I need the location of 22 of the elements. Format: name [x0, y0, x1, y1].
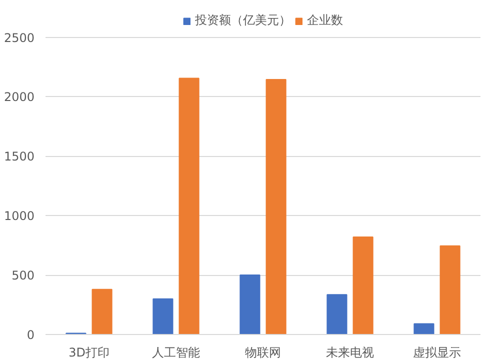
- bar: [352, 236, 374, 334]
- legend-label: 投资额（亿美元）: [195, 12, 291, 29]
- y-tick-label: 1500: [4, 150, 35, 164]
- bar: [240, 274, 260, 334]
- x-tick-label: 虚拟显示: [413, 346, 461, 360]
- y-tick-label: 500: [12, 268, 34, 283]
- bar: [414, 323, 434, 334]
- x-tick-label: 物联网: [245, 346, 281, 360]
- x-tick-label: 未来电视: [326, 346, 374, 360]
- y-tick-label: 1000: [4, 209, 35, 224]
- y-tick-label: 2500: [4, 30, 35, 45]
- legend-label: 企业数: [307, 12, 343, 29]
- y-tick-label: 2000: [4, 90, 35, 104]
- bar: [266, 78, 286, 334]
- bar: [178, 78, 200, 334]
- bar: [440, 245, 460, 334]
- bar: [152, 298, 174, 334]
- bar: [92, 288, 112, 334]
- x-tick-label: 3D打印: [68, 346, 110, 360]
- x-tick-label: 人工智能: [152, 346, 200, 360]
- bar: [326, 294, 348, 334]
- y-tick-label: 0: [26, 328, 35, 342]
